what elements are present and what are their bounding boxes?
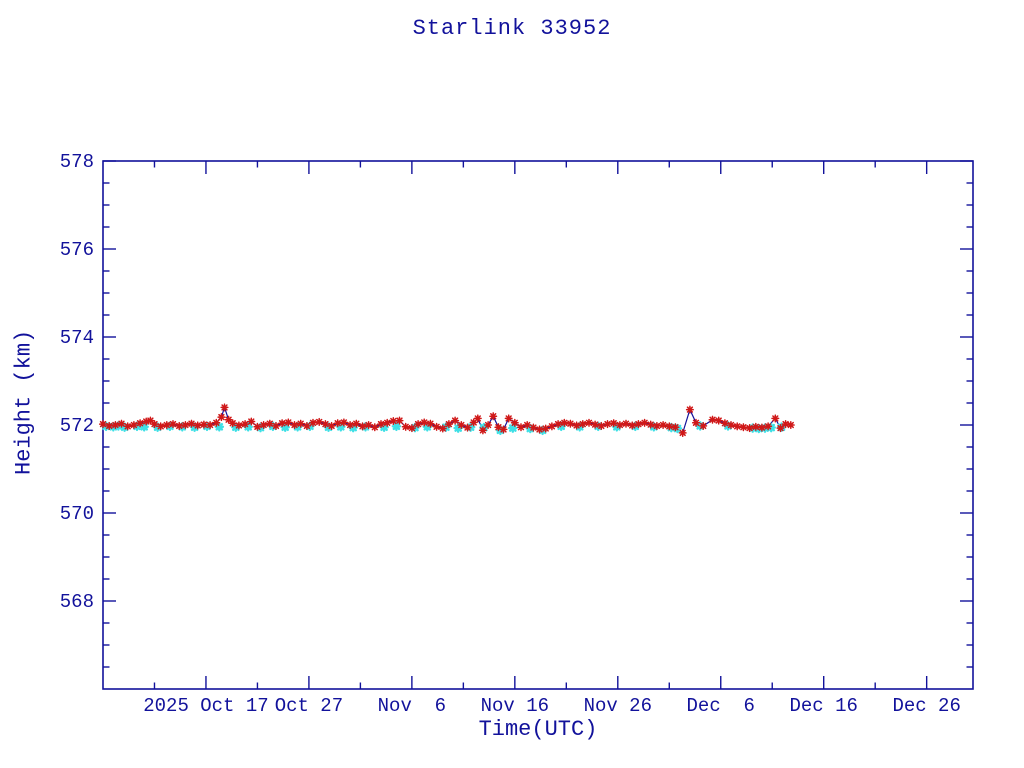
- x-tick-label: 2025 Oct 17: [143, 695, 268, 717]
- x-tick-label: Dec 26: [892, 695, 960, 717]
- x-tick-label: Nov 6: [378, 695, 446, 717]
- y-tick-label: 574: [60, 327, 94, 349]
- x-tick-label: Dec 16: [789, 695, 857, 717]
- x-tick-labels: 2025 Oct 17 Oct 27 Nov 6 Nov 16 Nov 26 Dec 6 D…: [143, 695, 961, 717]
- y-tick-label: 576: [60, 239, 94, 261]
- x-tick-label: Oct 27: [275, 695, 343, 717]
- y-tick-label: 570: [60, 503, 94, 525]
- x-axis-label: Time(UTC): [478, 717, 598, 742]
- x-tick-label: Nov 26: [584, 695, 652, 717]
- axis-ticks: [103, 160, 973, 689]
- x-tick-label: Dec 6: [687, 695, 755, 717]
- y-tick-label: 568: [60, 591, 94, 613]
- chart-title: Starlink 33952: [412, 16, 612, 41]
- x-tick-label: Nov 16: [481, 695, 549, 717]
- y-tick-label: 572: [60, 415, 94, 437]
- height-measured-red-markers: [98, 403, 795, 437]
- y-tick-labels: 568 570 572 574 576 578: [60, 151, 94, 613]
- y-tick-label: 578: [60, 151, 94, 173]
